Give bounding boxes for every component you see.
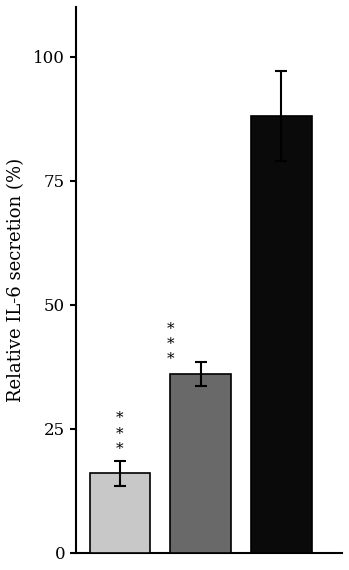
Text: *
*
*: * * * xyxy=(116,412,124,455)
Bar xyxy=(170,374,231,552)
Text: *
*
*: * * * xyxy=(167,322,174,367)
Bar xyxy=(251,116,312,552)
Bar xyxy=(90,473,150,552)
Y-axis label: Relative IL-6 secretion (%): Relative IL-6 secretion (%) xyxy=(7,158,25,402)
